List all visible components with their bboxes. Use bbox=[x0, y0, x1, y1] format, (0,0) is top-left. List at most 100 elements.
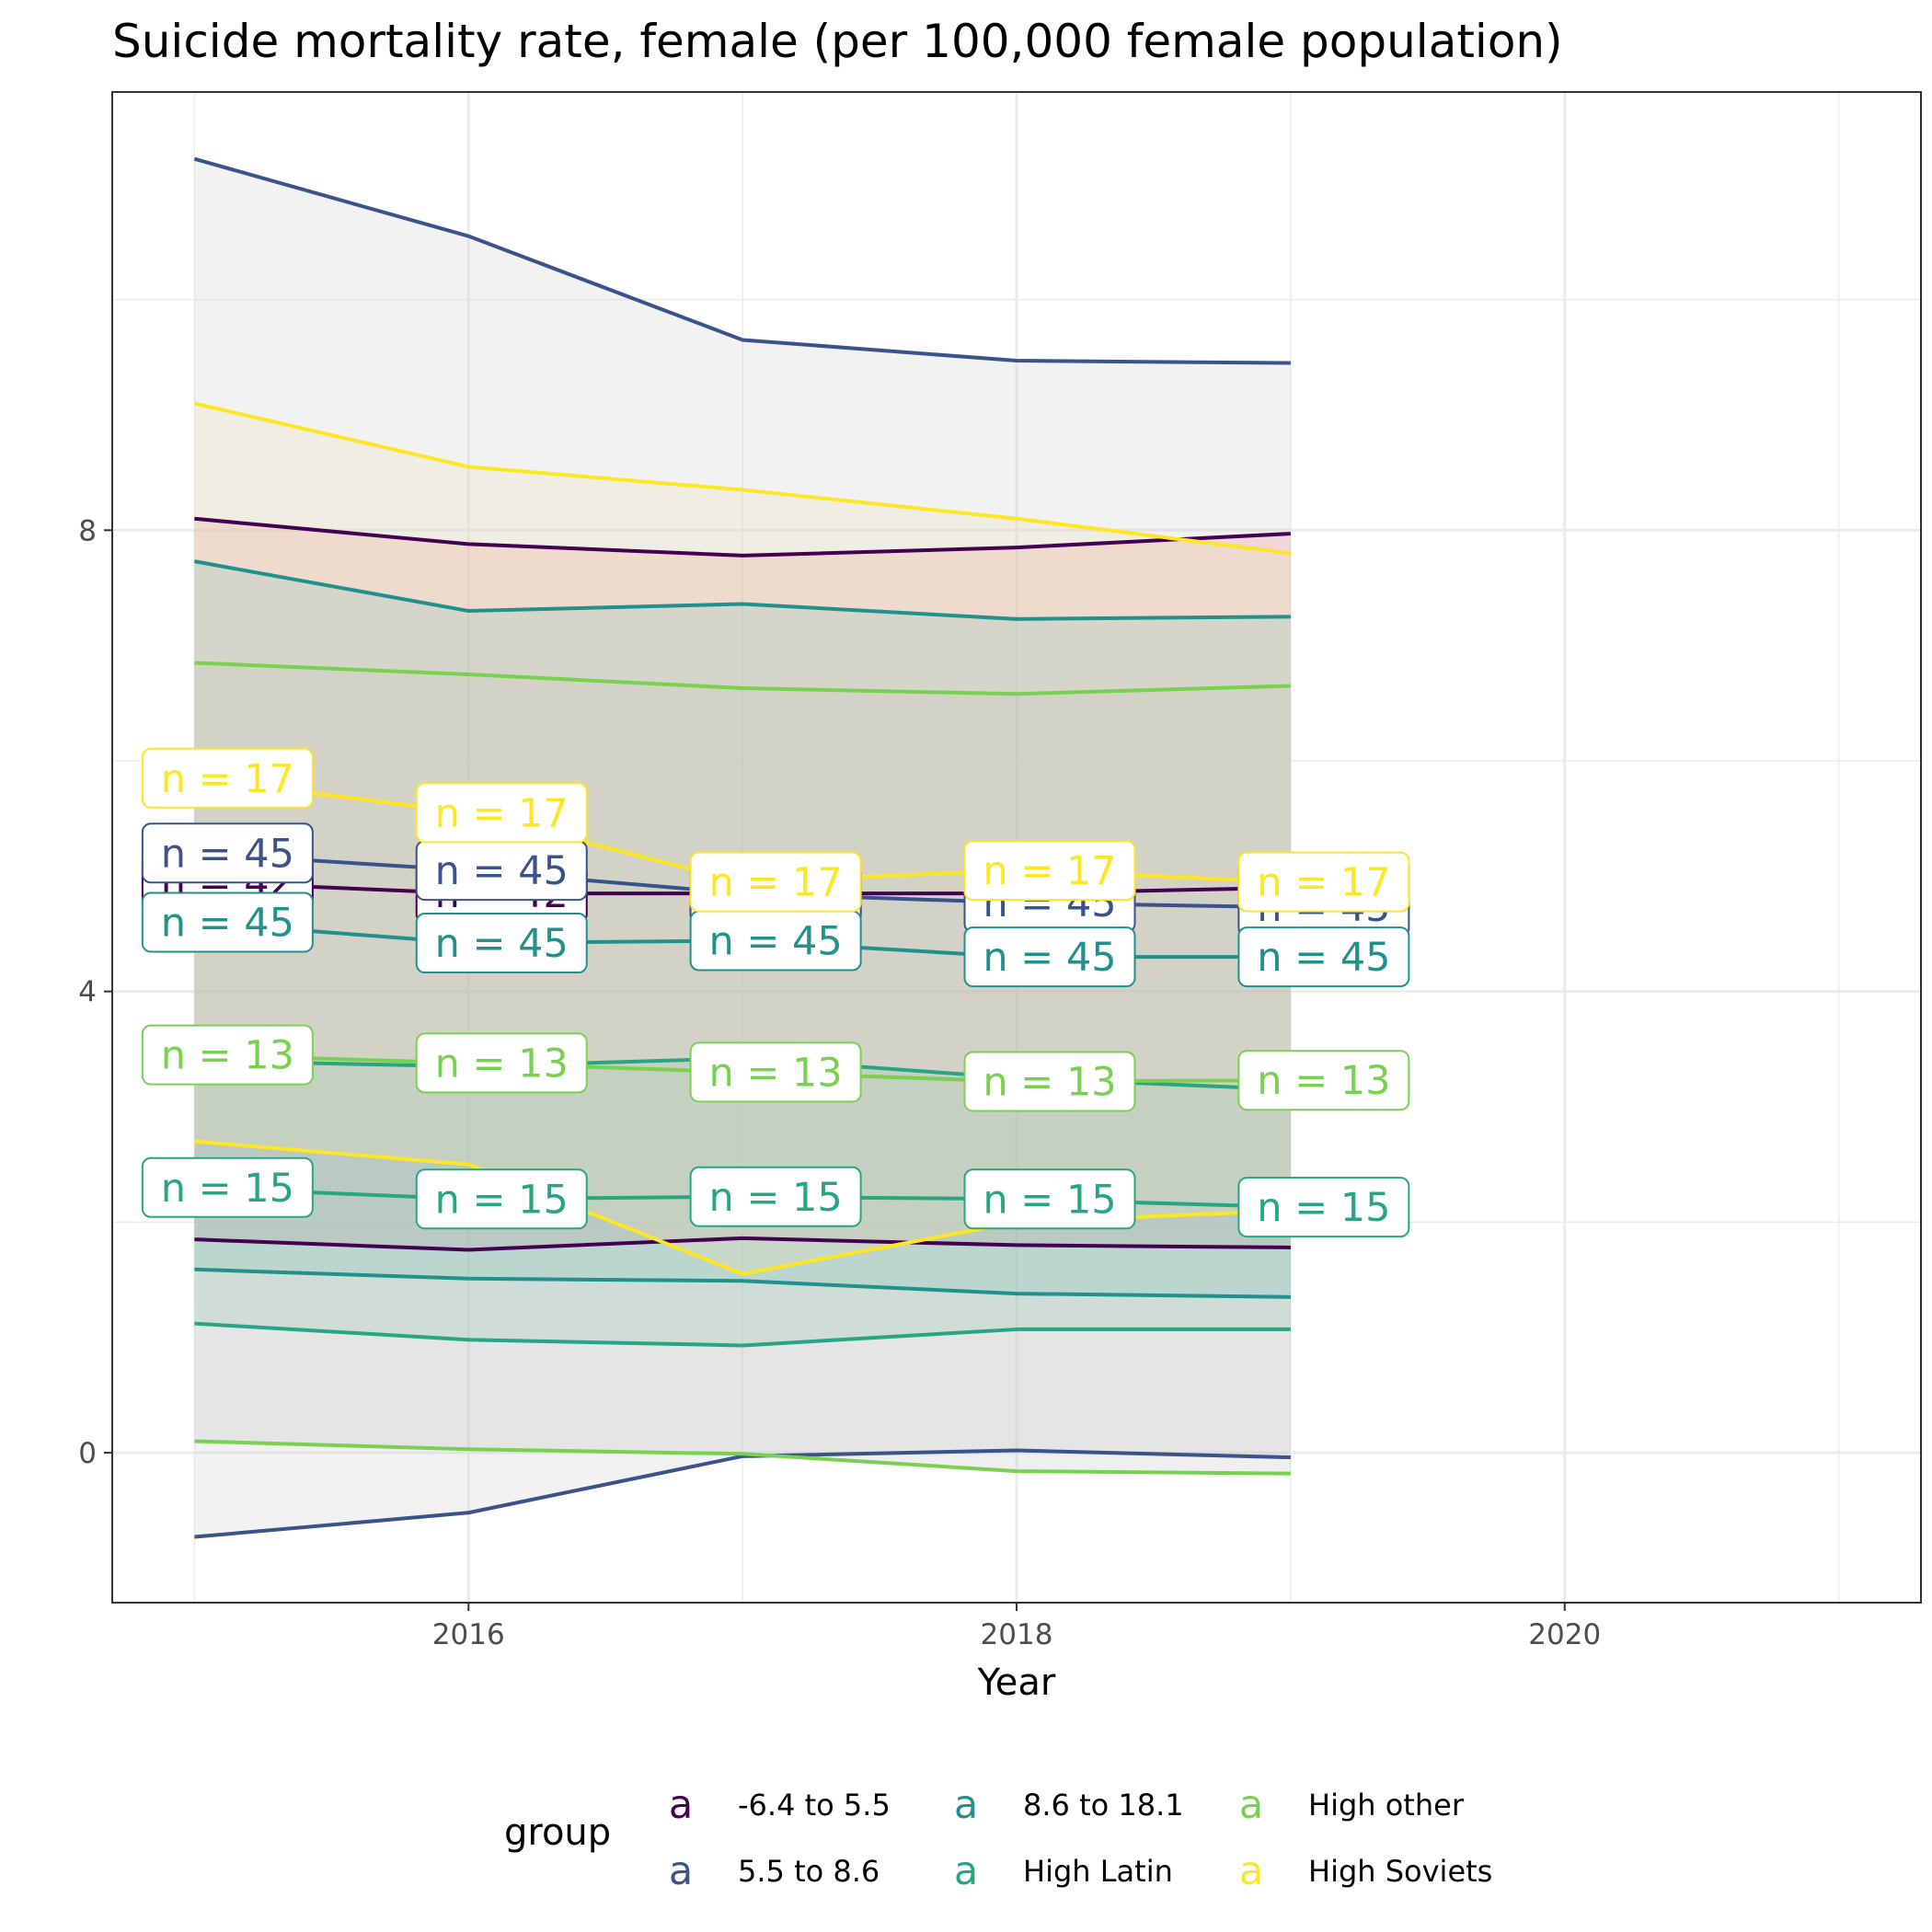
n-label-box bbox=[141, 822, 314, 884]
x-tick-label: 2018 bbox=[981, 1618, 1053, 1651]
n-label-text: n = 45 bbox=[983, 935, 1116, 981]
n-label-High other: n = 13 bbox=[963, 1051, 1136, 1112]
n-label-box bbox=[1237, 926, 1410, 988]
n-label-High Latin: n = 15 bbox=[415, 1168, 588, 1230]
legend-key--6.4 to 5.5: a bbox=[669, 1782, 693, 1828]
legend-label-High Soviets: High Soviets bbox=[1308, 1854, 1492, 1889]
n-label-High Soviets: n = 17 bbox=[141, 747, 314, 809]
n-label-8.6 to 18.1: n = 45 bbox=[689, 910, 862, 972]
x-tick-label: 2016 bbox=[432, 1618, 505, 1651]
legend-key-8.6 to 18.1: a bbox=[954, 1782, 978, 1828]
line-lower-8.6 to 18.1 bbox=[194, 1267, 1291, 1299]
y-tick-label: 0 bbox=[78, 1437, 97, 1470]
n-labels: n = 42n = 42n = 42n = 42n = 42n = 45n = … bbox=[141, 747, 1410, 1238]
x-axis-title: Year bbox=[977, 1662, 1056, 1704]
n-label-High Soviets: n = 17 bbox=[689, 851, 862, 913]
n-label-High Latin: n = 15 bbox=[1237, 1177, 1410, 1238]
n-label-box bbox=[141, 1156, 314, 1218]
n-label-box bbox=[415, 913, 588, 974]
line-upper-High Soviets bbox=[193, 401, 1292, 556]
n-label-High Latin: n = 15 bbox=[141, 1156, 314, 1218]
legend-label-High other: High other bbox=[1308, 1788, 1465, 1823]
n-label-text: n = 45 bbox=[1257, 935, 1390, 981]
legend-items: a -6.4 to 5.5 a 5.5 to 8.6 a 8.6 to 18.1 a High… bbox=[669, 1782, 1493, 1894]
n-label-High Soviets: n = 17 bbox=[963, 840, 1136, 902]
n-label-text: n = 17 bbox=[161, 756, 294, 802]
n-label-box bbox=[141, 747, 314, 809]
n-label-box bbox=[141, 891, 314, 953]
legend-key-High Soviets: a bbox=[1239, 1848, 1263, 1894]
n-label-box bbox=[963, 840, 1136, 902]
chart-title: Suicide mortality rate, female (per 100,… bbox=[112, 15, 1563, 68]
n-label-text: n = 13 bbox=[983, 1059, 1116, 1105]
line-lower-High other bbox=[194, 1439, 1291, 1476]
n-label-text: n = 15 bbox=[1257, 1185, 1390, 1231]
n-label-text: n = 45 bbox=[161, 900, 294, 946]
axis-ticks: 2016 2018 2020 0 4 8 bbox=[78, 514, 1601, 1651]
n-label-text: n = 17 bbox=[983, 848, 1116, 894]
n-label-High Latin: n = 15 bbox=[689, 1166, 862, 1227]
n-label-box bbox=[689, 1041, 862, 1103]
legend-title: group bbox=[504, 1811, 611, 1854]
n-label-5.5 to 8.6: n = 45 bbox=[415, 840, 588, 902]
n-label-8.6 to 18.1: n = 45 bbox=[141, 891, 314, 953]
n-label-text: n = 17 bbox=[1257, 860, 1390, 906]
n-label-box bbox=[1237, 1050, 1410, 1111]
n-label-box bbox=[415, 1032, 588, 1094]
n-label-text: n = 45 bbox=[435, 921, 569, 967]
n-label-8.6 to 18.1: n = 45 bbox=[963, 926, 1136, 988]
legend-key-High other: a bbox=[1239, 1782, 1263, 1828]
legend: group a -6.4 to 5.5 a 5.5 to 8.6 a 8.6 to 18.… bbox=[504, 1782, 1492, 1894]
y-tick-label: 8 bbox=[78, 514, 97, 547]
n-label-text: n = 15 bbox=[708, 1175, 842, 1221]
n-label-High Latin: n = 15 bbox=[963, 1168, 1136, 1230]
n-label-text: n = 13 bbox=[161, 1033, 294, 1079]
n-label-box bbox=[415, 782, 588, 844]
n-label-text: n = 45 bbox=[708, 919, 842, 965]
legend-key-High Latin: a bbox=[954, 1848, 978, 1894]
n-label-text: n = 45 bbox=[161, 831, 294, 877]
line-upper-5.5 to 8.6 bbox=[193, 156, 1291, 365]
n-label-High Soviets: n = 17 bbox=[1237, 851, 1410, 913]
line-lower-5.5 to 8.6 bbox=[194, 1448, 1291, 1539]
n-label-High other: n = 13 bbox=[689, 1041, 862, 1103]
legend-label-High Latin: High Latin bbox=[1023, 1854, 1173, 1889]
n-label-box bbox=[415, 1168, 588, 1230]
n-label-box bbox=[1237, 1177, 1410, 1238]
n-label-box bbox=[963, 1168, 1136, 1230]
y-tick-label: 4 bbox=[78, 976, 97, 1009]
n-label-box bbox=[963, 1051, 1136, 1112]
n-label-box bbox=[689, 851, 862, 913]
n-label-5.5 to 8.6: n = 45 bbox=[141, 822, 314, 884]
line-lower-High Latin bbox=[194, 1321, 1291, 1348]
n-label-text: n = 13 bbox=[435, 1041, 569, 1087]
legend-label-8.6 to 18.1: 8.6 to 18.1 bbox=[1023, 1788, 1184, 1823]
plot-panel: n = 42n = 42n = 42n = 42n = 42n = 45n = … bbox=[111, 91, 1922, 1604]
n-label-box bbox=[689, 1166, 862, 1227]
n-label-8.6 to 18.1: n = 45 bbox=[415, 913, 588, 974]
line-lower--6.4 to 5.5 bbox=[194, 1236, 1291, 1252]
n-label-High other: n = 13 bbox=[1237, 1050, 1410, 1111]
line-upper--6.4 to 5.5 bbox=[194, 516, 1291, 558]
n-label-text: n = 45 bbox=[435, 848, 569, 894]
n-label-box bbox=[1237, 851, 1410, 913]
legend-key-5.5 to 8.6: a bbox=[669, 1848, 693, 1894]
n-label-High other: n = 13 bbox=[141, 1024, 314, 1086]
line-upper-8.6 to 18.1 bbox=[194, 559, 1291, 621]
n-label-text: n = 15 bbox=[983, 1177, 1116, 1223]
n-label-High other: n = 13 bbox=[415, 1032, 588, 1094]
n-label-text: n = 15 bbox=[161, 1166, 294, 1212]
n-label-text: n = 13 bbox=[1257, 1058, 1390, 1104]
n-label-High Soviets: n = 17 bbox=[415, 782, 588, 844]
n-label-text: n = 13 bbox=[708, 1050, 842, 1096]
x-tick-label: 2020 bbox=[1528, 1618, 1601, 1651]
n-label-box bbox=[141, 1024, 314, 1086]
grid-major bbox=[112, 92, 1921, 1603]
legend-label-5.5 to 8.6: 5.5 to 8.6 bbox=[738, 1854, 880, 1889]
n-label-text: n = 17 bbox=[708, 860, 842, 906]
n-label-8.6 to 18.1: n = 45 bbox=[1237, 926, 1410, 988]
line-upper-High other bbox=[194, 661, 1291, 696]
n-label-text: n = 17 bbox=[435, 790, 569, 836]
n-label-text: n = 15 bbox=[435, 1177, 569, 1223]
